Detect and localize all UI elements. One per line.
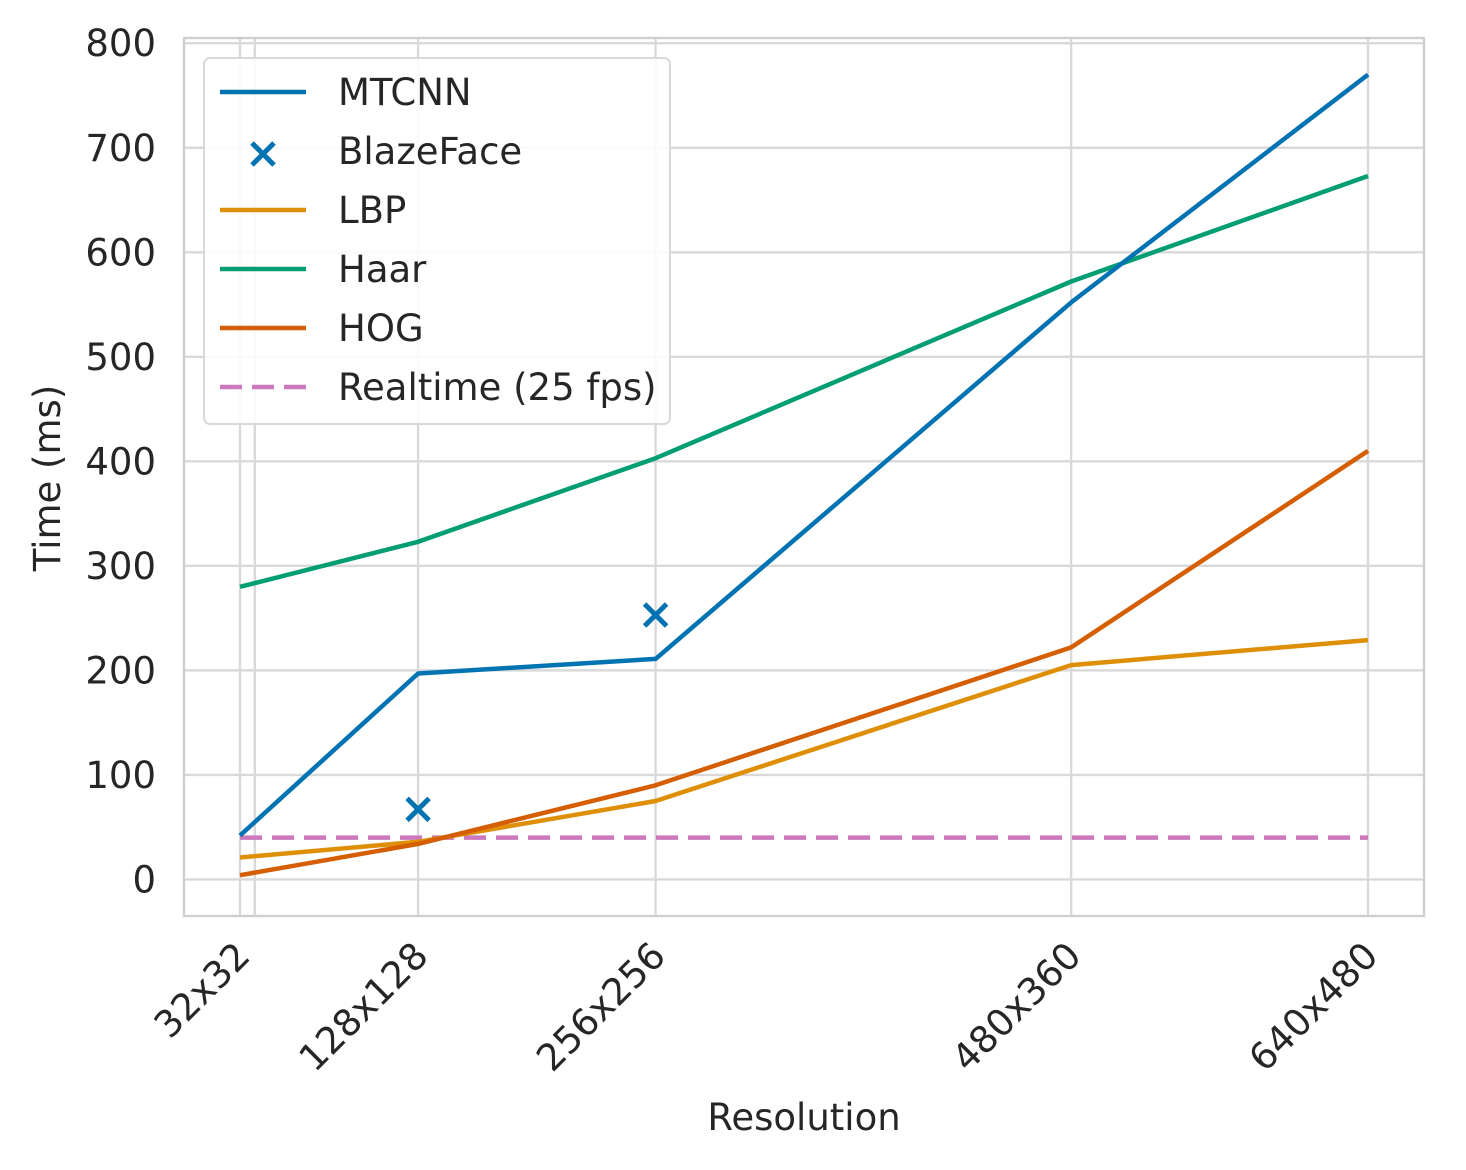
legend-label-blazeface: BlazeFace bbox=[338, 130, 522, 173]
legend-label-realtime-25-fps: Realtime (25 fps) bbox=[338, 366, 657, 409]
x-tick-label-256x256: 256x256 bbox=[528, 934, 674, 1080]
legend: MTCNN BlazeFace LBP Haar HOG Realtime (25 fps… bbox=[203, 57, 671, 425]
legend-label-lbp: LBP bbox=[338, 189, 406, 232]
x-axis-label: Resolution bbox=[707, 1096, 900, 1139]
y-tick-label-500: 500 bbox=[85, 336, 156, 379]
line-lbp bbox=[239, 637, 1369, 860]
series-hog bbox=[239, 449, 1370, 878]
legend-label-haar: Haar bbox=[338, 248, 427, 291]
series-blazeface bbox=[405, 602, 669, 823]
y-tick-label-700: 700 bbox=[85, 127, 156, 170]
series-layer bbox=[238, 72, 1370, 878]
line-mtcnn bbox=[238, 72, 1370, 838]
x-tick-labels: 32x32 128x128 256x256 480x360 640x480 bbox=[146, 934, 1386, 1080]
y-tick-label-200: 200 bbox=[85, 649, 156, 692]
series-haar bbox=[239, 173, 1369, 589]
y-tick-label-400: 400 bbox=[85, 440, 156, 483]
y-tick-labels: 0 100 200 300 400 500 600 700 800 bbox=[85, 22, 156, 901]
line-haar bbox=[239, 173, 1369, 589]
legend-box bbox=[203, 57, 671, 425]
legend-item-realtime-25-fps: Realtime (25 fps) bbox=[220, 366, 657, 409]
legend-item-haar: Haar bbox=[220, 248, 427, 291]
legend-marker-blazeface bbox=[250, 141, 276, 167]
y-tick-label-100: 100 bbox=[85, 754, 156, 797]
x-tick-label-480x360: 480x360 bbox=[944, 934, 1090, 1080]
legend-item-blazeface: BlazeFace bbox=[250, 130, 522, 173]
y-tick-label-0: 0 bbox=[132, 858, 156, 901]
y-tick-label-600: 600 bbox=[85, 231, 156, 274]
x-tick-label-128x128: 128x128 bbox=[291, 934, 437, 1080]
plot-frame bbox=[182, 36, 1426, 918]
legend-item-hog: HOG bbox=[220, 307, 424, 350]
y-axis-label: Time (ms) bbox=[26, 385, 69, 573]
y-tick-label-300: 300 bbox=[85, 545, 156, 588]
series-lbp bbox=[239, 637, 1369, 860]
legend-item-lbp: LBP bbox=[220, 189, 406, 232]
series-mtcnn bbox=[238, 72, 1370, 838]
x-tick-label-640x480: 640x480 bbox=[1241, 934, 1387, 1080]
legend-item-mtcnn: MTCNN bbox=[220, 71, 472, 114]
marker-blazeface-0 bbox=[405, 796, 431, 823]
marker-blazeface-1 bbox=[642, 602, 669, 628]
legend-label-hog: HOG bbox=[338, 307, 424, 350]
legend-label-mtcnn: MTCNN bbox=[338, 71, 472, 114]
line-hog bbox=[239, 449, 1370, 878]
y-tick-label-800: 800 bbox=[85, 22, 156, 65]
x-tick-label-32x32: 32x32 bbox=[146, 934, 258, 1046]
